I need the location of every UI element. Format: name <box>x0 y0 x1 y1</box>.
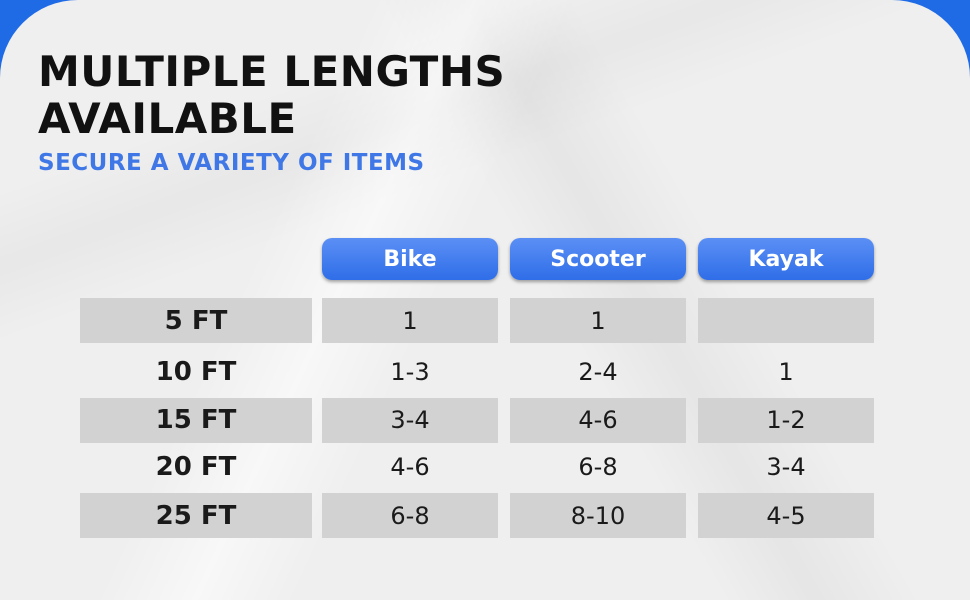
row-label-20ft: 20 FT <box>155 452 237 482</box>
cell-bike-15ft: 3-4 <box>390 406 430 434</box>
row-label-5ft: 5 FT <box>164 306 228 336</box>
subtitle: SECURE A VARIETY OF ITEMS <box>38 150 425 176</box>
cell-kayak-25ft: 4-5 <box>766 502 806 530</box>
row-shade <box>322 298 498 343</box>
row-label-15ft: 15 FT <box>155 405 237 435</box>
title-line-1: MULTIPLE LENGTHS <box>38 47 506 96</box>
cell-bike-20ft: 4-6 <box>390 453 430 481</box>
row-shade <box>80 298 312 343</box>
cell-kayak-20ft: 3-4 <box>766 453 806 481</box>
cell-scooter-25ft: 8-10 <box>570 502 626 530</box>
cell-scooter-10ft: 2-4 <box>578 358 618 386</box>
page-title: MULTIPLE LENGTHS AVAILABLE <box>38 48 505 142</box>
title-line-2: AVAILABLE <box>38 94 297 143</box>
row-shade <box>698 398 874 443</box>
cell-kayak-15ft: 1-2 <box>766 406 806 434</box>
column-header-kayak: Kayak <box>698 238 874 280</box>
cell-bike-25ft: 6-8 <box>390 502 430 530</box>
row-shade <box>698 298 874 343</box>
row-shade <box>698 493 874 538</box>
row-shade <box>322 398 498 443</box>
cell-scooter-20ft: 6-8 <box>578 453 618 481</box>
row-shade <box>510 298 686 343</box>
row-shade <box>510 398 686 443</box>
cell-scooter-15ft: 4-6 <box>578 406 618 434</box>
column-header-scooter: Scooter <box>510 238 686 280</box>
row-shade <box>80 398 312 443</box>
column-header-bike: Bike <box>322 238 498 280</box>
cell-scooter-5ft: 1 <box>590 307 606 335</box>
cell-bike-5ft: 1 <box>402 307 418 335</box>
row-label-25ft: 25 FT <box>155 501 237 531</box>
row-shade <box>80 493 312 538</box>
row-shade <box>510 493 686 538</box>
cell-bike-10ft: 1-3 <box>390 358 430 386</box>
row-shade <box>322 493 498 538</box>
row-label-10ft: 10 FT <box>155 357 237 387</box>
cell-kayak-10ft: 1 <box>778 358 794 386</box>
